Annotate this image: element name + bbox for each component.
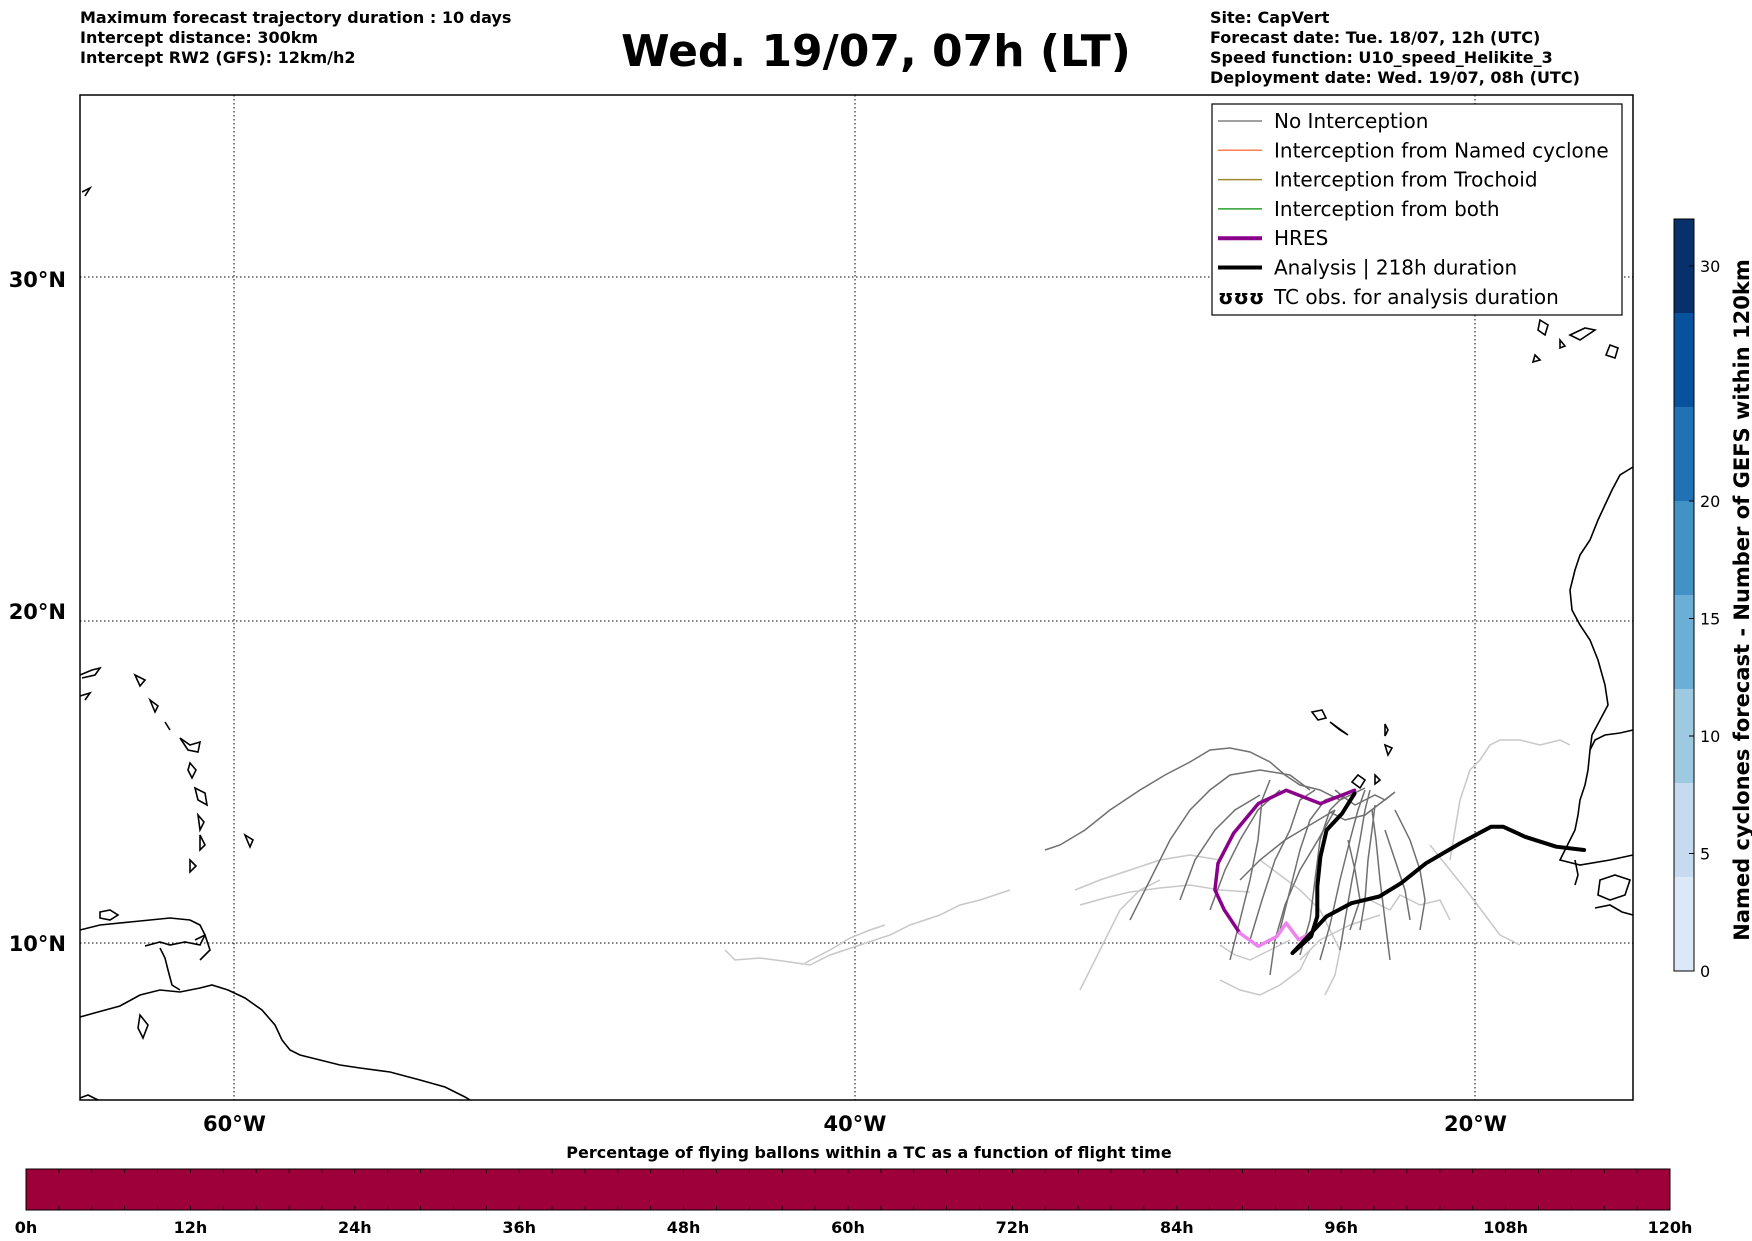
lon-tick-label: 20°W — [1444, 1112, 1507, 1136]
flight-time-colorbar-title: Percentage of flying ballons within a TC… — [566, 1143, 1172, 1162]
trajectory-tracks — [1213, 788, 1587, 955]
flight-time-tick-label: 12h — [174, 1218, 208, 1237]
header-right-info: Site: CapVert Forecast date: Tue. 18/07,… — [1210, 8, 1580, 88]
legend-entry-label: Interception from Named cyclone — [1274, 138, 1609, 162]
latitude-tick-labels: 10°N 20°N 30°N — [9, 268, 66, 956]
track-analysis-218h-duration — [1290, 791, 1587, 955]
legend-entry-label: Interception from both — [1274, 197, 1500, 221]
intercept-rw2-text: Intercept RW2 (GFS): 12km/h2 — [80, 48, 356, 67]
flight-time-tick-label: 120h — [1648, 1218, 1693, 1237]
max-duration-text: Maximum forecast trajectory duration : 1… — [80, 8, 512, 27]
track-hres — [1213, 788, 1357, 935]
legend-entry-label: TC obs. for analysis duration — [1273, 285, 1559, 309]
lon-tick-label: 40°W — [824, 1112, 887, 1136]
lon-tick-label: 60°W — [203, 1112, 266, 1136]
legend-tc-symbol-icon: ʊʊʊ — [1218, 285, 1264, 309]
coastline-cape-verde — [1310, 709, 1394, 790]
speed-function-text: Speed function: U10_speed_Helikite_3 — [1210, 48, 1553, 67]
lat-tick-label: 30°N — [9, 268, 66, 292]
colorbar-segment — [1674, 877, 1694, 972]
flight-time-tick-label: 60h — [831, 1218, 865, 1237]
colorbar-tick-label: 15 — [1700, 610, 1720, 629]
legend: No Interception Interception from Named c… — [1211, 103, 1623, 316]
legend-entry-label: Interception from Trochoid — [1274, 168, 1538, 192]
header-left-info: Maximum forecast trajectory duration : 1… — [80, 8, 511, 68]
deployment-date-text: Deployment date: Wed. 19/07, 08h (UTC) — [1210, 68, 1580, 87]
named-cyclones-colorbar: 0 5 10 15 20 30 — [1673, 218, 1720, 981]
coastline-caribbean — [79, 186, 471, 1101]
flight-time-tick-label: 84h — [1160, 1218, 1194, 1237]
flight-time-tick-label: 36h — [502, 1218, 536, 1237]
colorbar-segment — [1674, 783, 1694, 878]
colorbar-segment — [1674, 407, 1694, 502]
legend-entry-label: No Interception — [1274, 109, 1428, 133]
colorbar-segment — [1674, 689, 1694, 784]
lat-tick-label: 20°N — [9, 600, 66, 624]
colorbar-segment — [1674, 501, 1694, 596]
named-cyclones-colorbar-label: Named cyclones forecast - Number of GEFS… — [1730, 259, 1752, 940]
flight-time-colorbar: 0h 12h 24h 36h 48h 60h 72h 84h 96h 108h 120h — [15, 1168, 1693, 1237]
colorbar-tick-label: 30 — [1700, 257, 1720, 276]
legend-entry-label: Analysis | 218h duration — [1274, 256, 1517, 280]
colorbar-segment — [1674, 219, 1694, 314]
colorbar-segment — [1674, 595, 1694, 690]
intercept-distance-text: Intercept distance: 300km — [80, 28, 319, 47]
flight-time-tick-label: 24h — [338, 1218, 372, 1237]
flight-time-tick-label: 72h — [996, 1218, 1030, 1237]
colorbar-tick-label: 5 — [1700, 845, 1710, 864]
coastline-africa — [1531, 318, 1634, 916]
longitude-tick-labels: 60°W 40°W 20°W — [203, 1112, 1507, 1136]
map-frame — [79, 94, 1634, 1101]
colorbar-segment — [1674, 313, 1694, 408]
forecast-date-text: Forecast date: Tue. 18/07, 12h (UTC) — [1210, 28, 1541, 47]
flight-time-tick-label: 0h — [15, 1218, 38, 1237]
lat-tick-label: 10°N — [9, 932, 66, 956]
flight-time-tick-label: 108h — [1483, 1218, 1528, 1237]
track-hres-late- — [1237, 921, 1313, 949]
colorbar-frame — [1673, 218, 1695, 972]
flight-time-tick-label: 48h — [667, 1218, 701, 1237]
colorbar-tick-label: 20 — [1700, 492, 1720, 511]
legend-entry-label: HRES — [1274, 226, 1328, 250]
site-text: Site: CapVert — [1210, 8, 1330, 27]
flight-time-colorbar-fill — [25, 1168, 1671, 1211]
map-title: Wed. 19/07, 07h (LT) — [621, 26, 1131, 77]
flight-time-tick-label: 96h — [1324, 1218, 1358, 1237]
colorbar-tick-label: 0 — [1700, 962, 1710, 981]
map-grid — [80, 95, 1633, 1100]
legend-box — [1211, 103, 1623, 316]
colorbar-tick-label: 10 — [1700, 727, 1720, 746]
